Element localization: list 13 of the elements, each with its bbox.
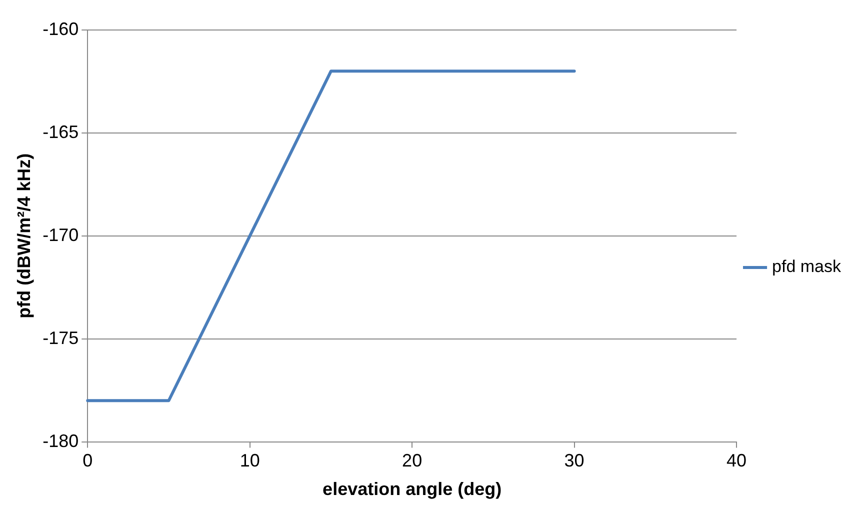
y-tick-label: -160 [42, 18, 79, 39]
y-tick-label: -165 [42, 122, 79, 142]
y-tick-label: -170 [42, 224, 79, 245]
legend-label: pfd mask [772, 257, 842, 276]
x-tick-label: 10 [240, 450, 260, 471]
y-tick-label: -175 [42, 328, 79, 348]
x-axis-title: elevation angle (deg) [322, 479, 502, 500]
x-tick-label: 20 [402, 450, 422, 471]
x-tick-label: 0 [82, 450, 93, 471]
y-tick-label: -180 [42, 430, 79, 451]
x-tick-label: 40 [726, 450, 747, 471]
y-axis-title: pfd (dBW/m²/4 kHz) [14, 153, 34, 318]
x-tick-label: 30 [564, 450, 584, 471]
